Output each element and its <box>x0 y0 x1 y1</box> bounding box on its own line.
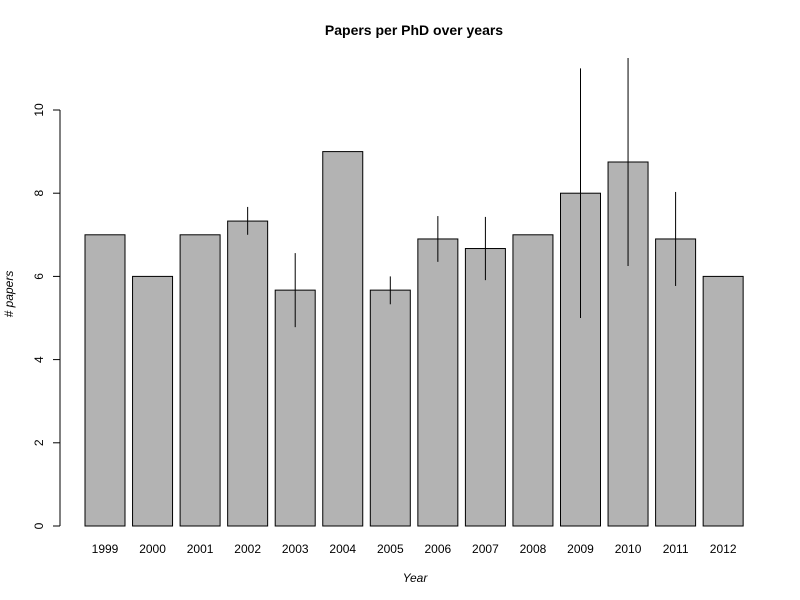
y-tick-label: 4 <box>32 356 46 363</box>
bar-2011 <box>655 238 697 527</box>
y-tick-label: 10 <box>32 103 46 117</box>
bar-2003 <box>274 289 316 527</box>
x-tick-label-2001: 2001 <box>187 542 214 556</box>
bar-2005 <box>369 289 411 527</box>
bar-2002 <box>227 220 269 527</box>
bar-2004 <box>322 151 364 527</box>
x-tick-label-2012: 2012 <box>710 542 737 556</box>
y-tick-label: 0 <box>32 522 46 529</box>
x-tick-label-2000: 2000 <box>139 542 166 556</box>
y-tick-label: 6 <box>32 273 46 280</box>
x-tick-label-2003: 2003 <box>282 542 309 556</box>
y-axis-label: # papers <box>2 271 16 318</box>
bars <box>84 151 744 527</box>
y-tick-label: 2 <box>32 439 46 446</box>
x-tick-label-1999: 1999 <box>92 542 119 556</box>
x-tick-label-2008: 2008 <box>520 542 547 556</box>
bar-2008 <box>512 234 554 527</box>
x-tick-label-2007: 2007 <box>472 542 499 556</box>
error-bars <box>247 58 677 328</box>
bar-2012 <box>702 275 744 527</box>
x-tick-label-2005: 2005 <box>377 542 404 556</box>
x-axis-label: Year <box>403 571 429 585</box>
x-tick-label-2002: 2002 <box>234 542 261 556</box>
x-tick-label-2006: 2006 <box>424 542 451 556</box>
x-tick-labels: 1999 2000 2001 2002 2003 2004 2005 2006 2007 2008… <box>92 542 737 556</box>
x-tick-label-2011: 2011 <box>663 542 689 556</box>
bar-2000 <box>132 275 174 527</box>
bar-2001 <box>179 234 221 527</box>
x-tick-label-2010: 2010 <box>615 542 642 556</box>
bar-1999 <box>84 234 126 527</box>
chart-title: Papers per PhD over years <box>325 22 503 38</box>
x-tick-label-2009: 2009 <box>567 542 594 556</box>
y-tick-label: 8 <box>32 190 46 197</box>
x-tick-label-2004: 2004 <box>329 542 356 556</box>
y-axis: 0 2 4 6 8 10 <box>32 103 61 529</box>
bar-2007 <box>464 248 506 527</box>
bar-2006 <box>417 238 459 527</box>
